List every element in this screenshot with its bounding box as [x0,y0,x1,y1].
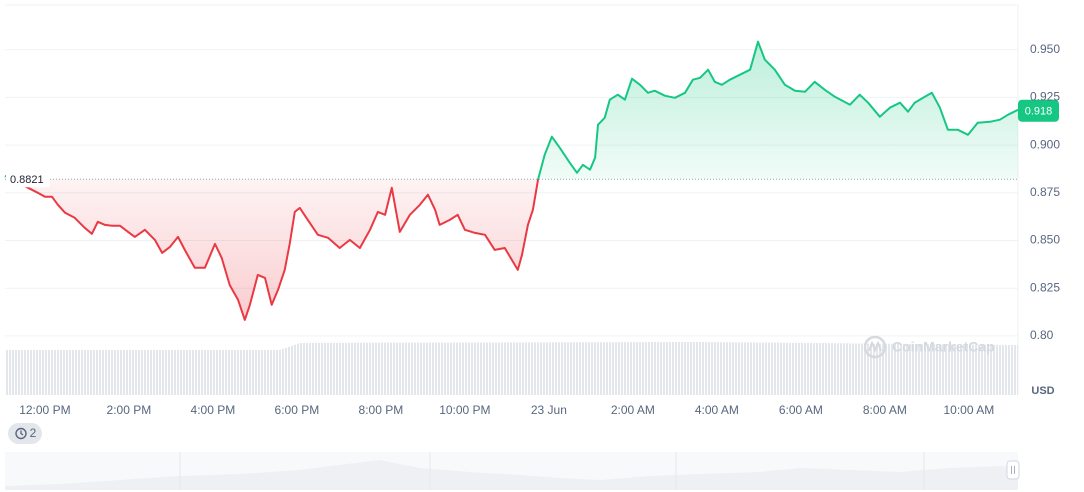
plot: 0.8821 0.918 [4,40,1059,321]
y-tick-label: 0.900 [1030,137,1060,151]
navigator[interactable] [5,452,1020,490]
last-price-label: 0.918 [1025,106,1053,118]
last-price-tag [1018,99,1059,122]
x-tick-label: 6:00 AM [779,403,823,417]
volume-bars [5,342,1018,395]
badge-count: 2 [30,426,37,440]
x-tick-label: 10:00 PM [439,403,490,417]
x-tick-label: 12:00 PM [19,403,70,417]
baseline-label-bg [6,171,50,188]
watermark-logo [863,335,887,359]
watermark: CoinMarketCap [892,339,995,355]
x-tick-label: 2:00 AM [611,403,655,417]
x-tick-label: 8:00 PM [359,403,404,417]
y-tick-label: 0.80 [1030,328,1054,342]
x-tick-label: 23 Jun [531,403,567,417]
x-tick-label: 8:00 AM [863,403,907,417]
y-tick-label: 0.875 [1030,185,1060,199]
y-tick-label: 0.950 [1030,42,1060,56]
baseline-label: 0.8821 [10,174,44,186]
x-tick-label: 4:00 AM [695,403,739,417]
y-tick-label: 0.925 [1030,90,1060,104]
price-line [4,40,1019,321]
x-tick-label: 4:00 PM [191,403,236,417]
x-tick-label: 2:00 PM [107,403,152,417]
x-tick-label: 10:00 AM [944,403,995,417]
y-tick-label: 0.850 [1030,233,1060,247]
annotation-badge[interactable]: 2 [8,423,42,444]
currency-label: USD [1031,385,1054,397]
y-tick-label: 0.825 [1030,280,1060,294]
x-tick-label: 6:00 PM [275,403,320,417]
price-area [5,41,1018,320]
